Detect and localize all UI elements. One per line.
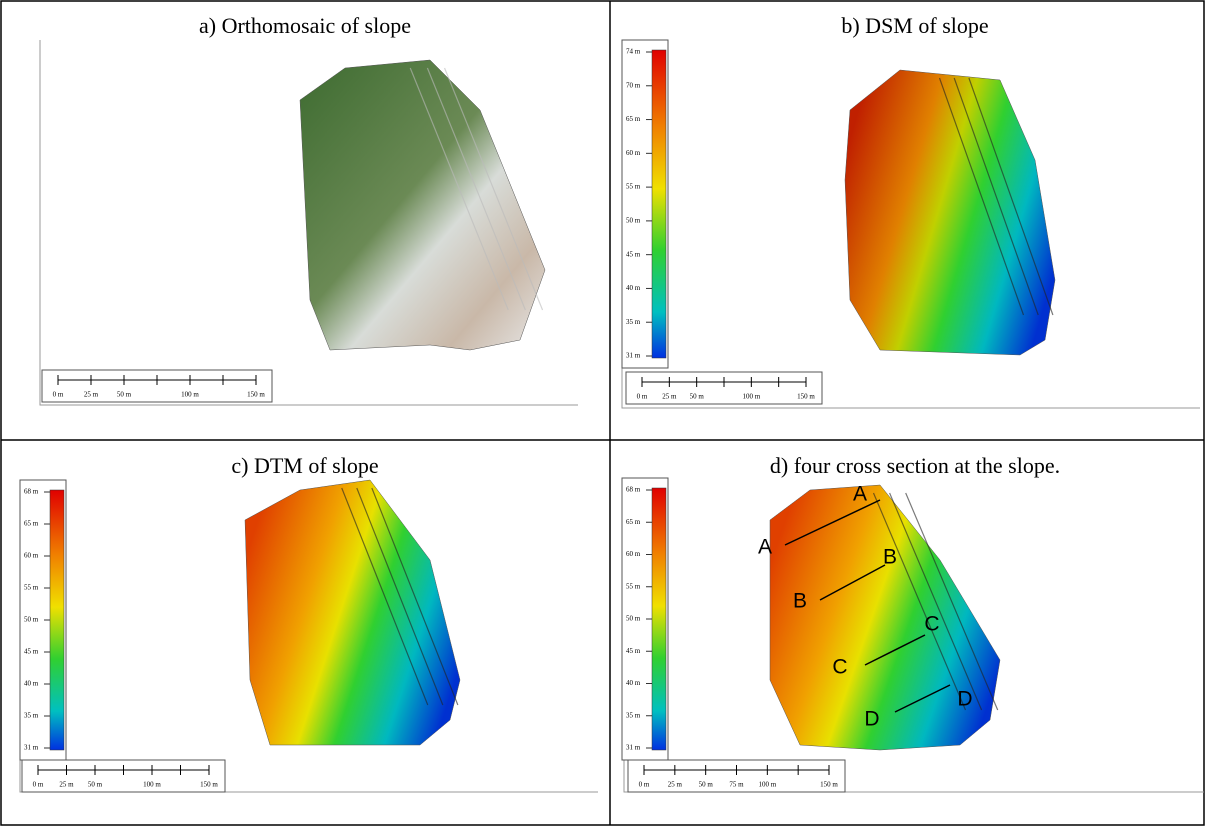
cross-section-label: C bbox=[832, 656, 847, 679]
cross-section-label: A bbox=[758, 536, 772, 559]
scale-bar-label: 150 m bbox=[200, 781, 218, 789]
scale-bar-label: 50 m bbox=[117, 391, 132, 399]
colorbar bbox=[652, 488, 666, 750]
colorbar-label: 60 m bbox=[626, 550, 641, 558]
cross-section-label: C bbox=[924, 613, 939, 636]
scale-bar-label: 50 m bbox=[699, 781, 714, 789]
scale-bar-frame bbox=[22, 760, 225, 792]
scale-bar-label: 100 m bbox=[181, 391, 199, 399]
panel-title: d) four cross section at the slope. bbox=[770, 453, 1060, 478]
colorbar-label: 65 m bbox=[626, 518, 641, 526]
scale-bar-label: 50 m bbox=[690, 393, 705, 401]
figure-table: a) Orthomosaic of slope 0 m 25 m 50 m 100 m 1… bbox=[0, 0, 1205, 826]
scale-bar-label: 25 m bbox=[662, 393, 677, 401]
colorbar-label: 45 m bbox=[626, 250, 641, 258]
colorbar-label: 70 m bbox=[626, 81, 641, 89]
colorbar-label: 55 m bbox=[626, 582, 641, 590]
scale-bar-label: 75 m bbox=[729, 781, 744, 789]
cross-section-label: B bbox=[883, 546, 897, 569]
panel: a) Orthomosaic of slope 0 m 25 m 50 m 100 m 1… bbox=[40, 13, 578, 405]
colorbar-label: 60 m bbox=[626, 149, 641, 157]
scale-bar-label: 150 m bbox=[797, 393, 815, 401]
colorbar-label: 55 m bbox=[626, 183, 641, 191]
colorbar-label: 31 m bbox=[24, 744, 39, 752]
panel-title: a) Orthomosaic of slope bbox=[199, 13, 411, 38]
scale-bar-label: 0 m bbox=[33, 781, 44, 789]
terrain-map bbox=[245, 480, 460, 745]
cross-section-label: A bbox=[853, 483, 867, 506]
colorbar-label: 68 m bbox=[626, 486, 641, 494]
scale-bar-label: 0 m bbox=[53, 391, 64, 399]
colorbar bbox=[652, 50, 666, 358]
colorbar-label: 35 m bbox=[626, 711, 641, 719]
colorbar-label: 31 m bbox=[626, 744, 641, 752]
colorbar bbox=[50, 490, 64, 750]
panel-title: b) DSM of slope bbox=[841, 13, 988, 38]
scale-bar-label: 0 m bbox=[637, 393, 648, 401]
colorbar-label: 31 m bbox=[626, 352, 641, 360]
colorbar-label: 35 m bbox=[626, 318, 641, 326]
scale-bar-label: 0 m bbox=[639, 781, 650, 789]
scale-bar-label: 100 m bbox=[758, 781, 776, 789]
scale-bar-frame bbox=[42, 370, 272, 402]
table-borders bbox=[1, 1, 1204, 825]
scale-bar-label: 25 m bbox=[84, 391, 99, 399]
panel: d) four cross section at the slope. 68 m 6… bbox=[622, 453, 1204, 792]
colorbar-label: 74 m bbox=[626, 48, 641, 56]
colorbar-label: 50 m bbox=[626, 615, 641, 623]
panel: b) DSM of slope 74 m 70 m 65 m 60 m 55 m 50 m 4… bbox=[622, 13, 1200, 408]
scale-bar-label: 100 m bbox=[742, 393, 760, 401]
colorbar-label: 65 m bbox=[626, 115, 641, 123]
colorbar-label: 40 m bbox=[626, 284, 641, 292]
colorbar-label: 50 m bbox=[626, 216, 641, 224]
panel-title: c) DTM of slope bbox=[231, 453, 378, 478]
scale-bar-label: 150 m bbox=[820, 781, 838, 789]
colorbar-label: 60 m bbox=[24, 552, 39, 560]
colorbar-label: 45 m bbox=[24, 648, 39, 656]
colorbar-label: 65 m bbox=[24, 520, 39, 528]
scale-bar-label: 25 m bbox=[668, 781, 683, 789]
scale-bar-label: 50 m bbox=[88, 781, 103, 789]
terrain-map bbox=[845, 70, 1055, 355]
colorbar-label: 40 m bbox=[626, 679, 641, 687]
cross-section-label: D bbox=[864, 708, 879, 731]
colorbar-label: 40 m bbox=[24, 680, 39, 688]
cross-section-label: B bbox=[793, 590, 807, 613]
colorbar-label: 55 m bbox=[24, 584, 39, 592]
panel: c) DTM of slope 68 m 65 m 60 m 55 m 50 m 45 m 4… bbox=[20, 453, 598, 792]
scale-bar-frame bbox=[626, 372, 822, 404]
colorbar-label: 50 m bbox=[24, 616, 39, 624]
cross-section-label: D bbox=[957, 688, 972, 711]
colorbar-label: 45 m bbox=[626, 647, 641, 655]
colorbar-label: 35 m bbox=[24, 712, 39, 720]
scale-bar-label: 25 m bbox=[59, 781, 74, 789]
colorbar-label: 68 m bbox=[24, 488, 39, 496]
scale-bar-label: 100 m bbox=[143, 781, 161, 789]
terrain-map bbox=[300, 60, 545, 350]
scale-bar-label: 150 m bbox=[247, 391, 265, 399]
